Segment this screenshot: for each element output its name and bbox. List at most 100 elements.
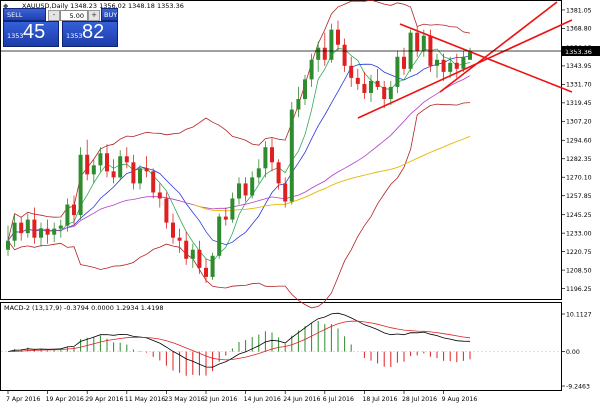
- candle-body: [144, 168, 149, 172]
- candle-body: [375, 80, 380, 87]
- candle-body: [177, 237, 182, 241]
- candle-body: [362, 83, 367, 93]
- lot-plus-button[interactable]: +: [88, 10, 100, 21]
- date-tick-label: 7 Apr 2016: [6, 396, 40, 403]
- support-trendline[interactable]: [357, 19, 573, 119]
- macd-tick-label: -9.2463: [566, 383, 590, 390]
- candle-body: [421, 35, 426, 51]
- date-tick-label: 6 Jul 2016: [323, 396, 354, 403]
- candle-body: [243, 183, 248, 196]
- candle-body: [270, 147, 274, 163]
- candle-body: [309, 59, 314, 80]
- macd-tick-label: 0.00: [566, 349, 580, 356]
- candle-body: [329, 29, 334, 60]
- candle-body: [336, 29, 340, 45]
- candle-body: [289, 109, 294, 202]
- candle-body: [395, 56, 400, 87]
- date-tick-label: 18 Jul 2016: [362, 396, 397, 403]
- candle-body: [435, 59, 439, 66]
- candle-body: [223, 216, 228, 220]
- candle-body: [415, 32, 420, 51]
- resistance-trendline[interactable]: [399, 23, 573, 93]
- candle-body: [19, 222, 24, 234]
- current-price-tag: [562, 46, 600, 56]
- candle-body: [151, 171, 156, 193]
- candle-body: [204, 267, 208, 277]
- candle-body: [78, 154, 83, 216]
- candle-body: [111, 171, 116, 178]
- candle-body: [283, 183, 288, 202]
- one-click-trading-panel: SELL - 5.00 + BUY 1353 45 1353 82: [3, 3, 118, 47]
- bollinger-bands: [7, 0, 471, 309]
- sell-price-box[interactable]: 1353 45: [3, 21, 59, 47]
- candle-body: [85, 154, 90, 175]
- current-price-label: 1353.36: [565, 48, 592, 56]
- candle-body: [349, 65, 354, 78]
- price-tick-label: 1233.00: [566, 230, 592, 237]
- candle-body: [118, 156, 123, 178]
- macd-tick-label: 10.1127: [566, 311, 592, 318]
- buy-button[interactable]: BUY: [101, 8, 118, 21]
- ma-5-line: [7, 47, 471, 263]
- candle-body: [138, 168, 142, 184]
- candle-body: [52, 228, 57, 235]
- lot-size-input[interactable]: 5.00: [60, 10, 88, 21]
- date-axis: 7 Apr 2016 19 Apr 2016 29 Apr 2016 11 May 2…: [6, 391, 477, 403]
- candle-body: [32, 219, 37, 238]
- candle-body: [171, 222, 175, 238]
- price-tick-label: 1245.25: [566, 212, 592, 219]
- candle-body: [157, 192, 162, 199]
- candle-body: [124, 156, 129, 163]
- candle-body: [25, 219, 30, 234]
- bollinger-lower: [7, 102, 471, 309]
- date-tick-label: 29 Apr 2016: [85, 396, 123, 403]
- buy-price-box[interactable]: 1353 82: [62, 21, 118, 47]
- candle-body: [322, 47, 327, 60]
- candle-body: [184, 240, 189, 259]
- chart-header: XAUUSD,Daily 1348.23 1356.02 1348.18 135…: [22, 2, 184, 10]
- candle-body: [230, 198, 235, 220]
- macd-indicator: [1, 312, 561, 376]
- candle-body: [316, 47, 321, 60]
- date-tick-label: 24 Jun 2016: [283, 396, 320, 403]
- date-tick-label: 14 Jun 2016: [244, 396, 281, 403]
- ma-10-line: [7, 55, 471, 246]
- date-tick-label: 23 May 2016: [164, 396, 204, 403]
- candlesticks: [6, 20, 472, 283]
- candle-body: [197, 249, 202, 268]
- price-tick-label: 1307.20: [566, 119, 592, 126]
- macd-line: [7, 312, 471, 368]
- price-tick-label: 1343.95: [566, 63, 592, 70]
- price-tick-label: 1282.35: [566, 156, 592, 163]
- date-tick-label: 28 Jul 2016: [402, 396, 437, 403]
- macd-signal-line: [7, 320, 471, 361]
- macd-axis: 10.1127 0.00 -9.2463: [562, 311, 592, 390]
- date-tick-label: 9 Aug 2016: [442, 396, 478, 403]
- breakout-trendline[interactable]: [439, 1, 558, 93]
- price-tick-label: 1331.70: [566, 82, 592, 89]
- candle-body: [190, 249, 195, 259]
- lot-minus-button[interactable]: -: [48, 10, 60, 21]
- price-tick-label: 1270.10: [566, 175, 592, 182]
- candle-body: [454, 62, 459, 69]
- price-tick-label: 1356.15: [566, 45, 592, 52]
- sell-button[interactable]: SELL: [3, 8, 46, 21]
- sell-price-big: 45: [23, 21, 46, 43]
- candle-body: [402, 56, 406, 69]
- moving-averages: [7, 47, 471, 263]
- candle-body: [210, 255, 215, 277]
- candle-body: [303, 79, 307, 99]
- date-tick-label: 11 May 2016: [125, 396, 165, 403]
- price-tick-label: 1319.45: [566, 100, 592, 107]
- candle-body: [217, 216, 222, 256]
- candle-body: [388, 86, 393, 99]
- candle-body: [237, 183, 241, 199]
- price-tick-label: 1196.25: [566, 286, 592, 293]
- bollinger-upper: [7, 0, 471, 241]
- candle-body: [355, 77, 360, 84]
- price-tick-label: 1257.85: [566, 193, 592, 200]
- menu-diamond-icon[interactable]: ◆: [3, 2, 9, 10]
- ma-60-line: [192, 135, 471, 212]
